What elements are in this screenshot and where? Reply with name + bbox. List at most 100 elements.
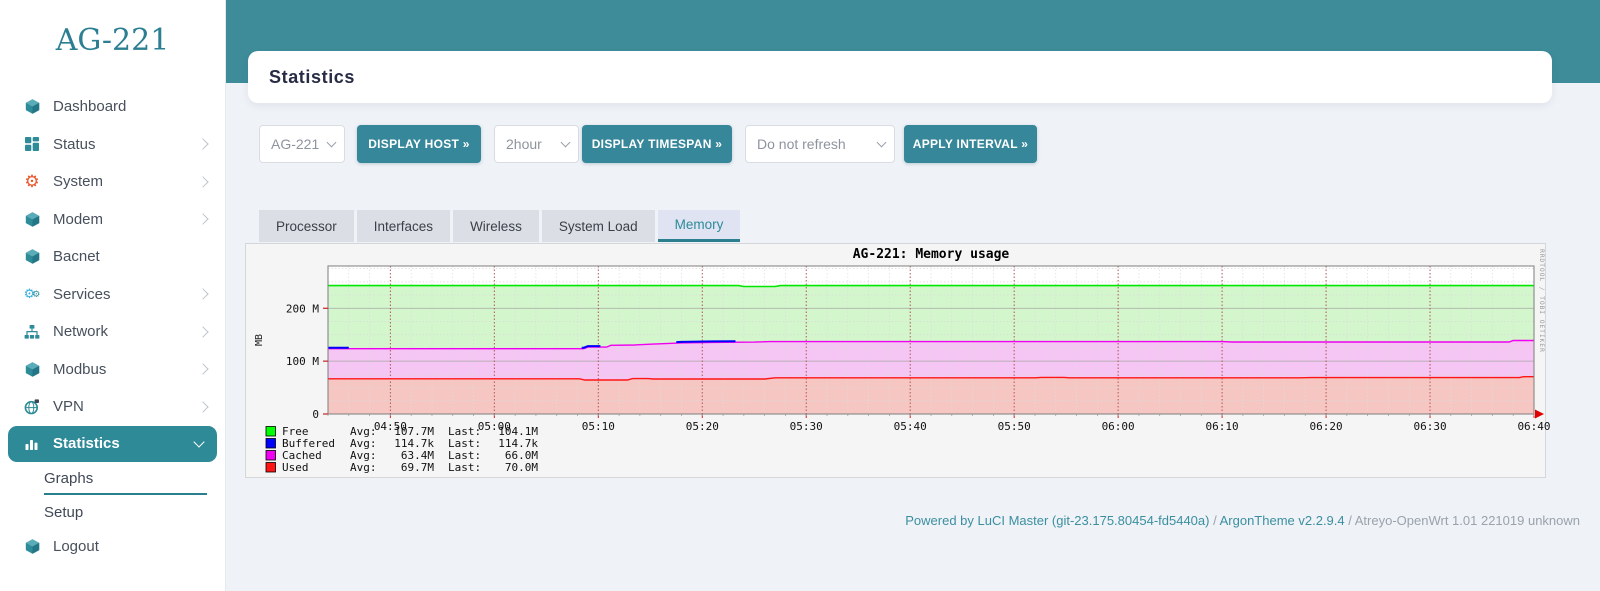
sidebar-item-label: Status [53, 136, 199, 153]
svg-text:Used: Used [282, 461, 309, 474]
chevron-down-icon [877, 138, 887, 148]
svg-text:05:50: 05:50 [998, 420, 1031, 433]
sidebar-item-services[interactable]: ⚙⚙ Services [0, 276, 225, 314]
grid-icon [20, 136, 44, 152]
cube-icon [20, 248, 44, 265]
sidebar-item-vpn[interactable]: VPN [0, 388, 225, 426]
sidebar-item-modbus[interactable]: Modbus [0, 351, 225, 389]
sidebar-item-label: Statistics [53, 435, 195, 452]
svg-text:05:30: 05:30 [790, 420, 823, 433]
footer: Powered by LuCI Master (git-23.175.80454… [905, 513, 1580, 528]
chevron-right-icon [197, 326, 208, 337]
tab-system-load[interactable]: System Load [542, 210, 655, 242]
footer-separator: / [1345, 513, 1355, 528]
chart-icon [20, 436, 44, 452]
sidebar-subitem-label: Setup [44, 504, 83, 521]
refresh-select-value: Do not refresh [757, 136, 870, 152]
sidebar-item-label: Logout [53, 538, 211, 555]
sidebar-item-system[interactable]: ⚙ System [0, 163, 225, 201]
svg-text:RRDTOOL / TOBI OETIKER: RRDTOOL / TOBI OETIKER [1538, 249, 1546, 353]
svg-text:70.0M: 70.0M [505, 461, 538, 474]
svg-text:05:20: 05:20 [686, 420, 719, 433]
cube-icon [20, 98, 44, 115]
svg-text:05:40: 05:40 [894, 420, 927, 433]
main-area: Statistics AG-221 DISPLAY HOST » 2hour D… [226, 0, 1600, 591]
argon-theme-link[interactable]: ArgonTheme v2.2.9.4 [1220, 513, 1345, 528]
firmware-build-text: Atreyo-OpenWrt 1.01 221019 unknown [1355, 513, 1580, 528]
graph-tabs: ProcessorInterfacesWirelessSystem LoadMe… [259, 210, 743, 242]
chevron-right-icon [197, 289, 208, 300]
chevron-right-icon [197, 401, 208, 412]
timespan-select[interactable]: 2hour [494, 125, 579, 163]
svg-text:100 M: 100 M [286, 355, 319, 368]
sidebar-item-label: Modbus [53, 361, 199, 378]
svg-text:Avg:: Avg: [350, 461, 377, 474]
sidebar-item-network[interactable]: Network [0, 313, 225, 351]
footer-separator: / [1209, 513, 1219, 528]
svg-text:06:00: 06:00 [1102, 420, 1135, 433]
chevron-right-icon [197, 214, 208, 225]
sidebar-item-status[interactable]: Status [0, 126, 225, 164]
device-brand-title: AG-221 [0, 14, 225, 66]
timespan-select-value: 2hour [506, 136, 554, 152]
sidebar-item-bacnet[interactable]: Bacnet [0, 238, 225, 276]
cube-icon [20, 211, 44, 228]
sidebar-subitem-setup[interactable]: Setup [44, 497, 207, 528]
svg-text:Last:: Last: [448, 461, 481, 474]
svg-text:06:30: 06:30 [1413, 420, 1446, 433]
cube-icon [20, 361, 44, 378]
sidebar-item-logout[interactable]: Logout [0, 528, 225, 566]
tab-interfaces[interactable]: Interfaces [357, 210, 450, 242]
app-root: AG-221 Dashboard Status ⚙ System Modem Bacnet… [0, 0, 1600, 591]
chevron-down-icon [193, 436, 204, 447]
apply-interval-button[interactable]: APPLY INTERVAL » [904, 125, 1037, 163]
sitemap-icon [20, 324, 44, 340]
svg-text:06:40: 06:40 [1517, 420, 1550, 433]
sidebar-item-modem[interactable]: Modem [0, 201, 225, 239]
display-timespan-button[interactable]: DISPLAY TIMESPAN » [582, 125, 732, 163]
tab-memory[interactable]: Memory [658, 210, 741, 242]
svg-text:06:20: 06:20 [1310, 420, 1343, 433]
sidebar-item-label: Dashboard [53, 98, 211, 115]
host-select-value: AG-221 [271, 136, 320, 152]
svg-text:69.7M: 69.7M [401, 461, 434, 474]
svg-text:MB: MB [254, 334, 265, 346]
refresh-interval-select[interactable]: Do not refresh [745, 125, 895, 163]
sidebar-item-dashboard[interactable]: Dashboard [0, 88, 225, 126]
svg-text:0: 0 [312, 408, 319, 421]
sidebar-item-label: VPN [53, 398, 199, 415]
svg-text:05:10: 05:10 [582, 420, 615, 433]
svg-text:200 M: 200 M [286, 302, 319, 315]
luci-version-link[interactable]: Powered by LuCI Master (git-23.175.80454… [905, 513, 1209, 528]
sidebar-item-label: Services [53, 286, 199, 303]
sidebar-item-label: Bacnet [53, 248, 211, 265]
globe-icon [20, 399, 44, 415]
cube-icon [20, 538, 44, 555]
sidebar-subitem-label: Graphs [44, 470, 93, 487]
chevron-right-icon [197, 176, 208, 187]
sidebar-item-label: Network [53, 323, 199, 340]
page-title-card: Statistics [248, 51, 1552, 103]
host-select[interactable]: AG-221 [259, 125, 345, 163]
memory-graph-panel: AG-221: Memory usageMB0100 M200 M04:5005… [245, 243, 1546, 478]
gears-icon: ⚙⚙ [20, 286, 44, 302]
sidebar-item-label: Modem [53, 211, 199, 228]
tab-processor[interactable]: Processor [259, 210, 354, 242]
memory-usage-graph: AG-221: Memory usageMB0100 M200 M04:5005… [246, 244, 1545, 477]
sidebar-menu: Dashboard Status ⚙ System Modem Bacnet ⚙⚙ Servi… [0, 88, 225, 565]
page-title: Statistics [248, 67, 355, 88]
chevron-right-icon [197, 139, 208, 150]
chevron-down-icon [561, 138, 571, 148]
chevron-down-icon [327, 138, 337, 148]
display-host-button[interactable]: DISPLAY HOST » [357, 125, 481, 163]
sidebar-subitem-graphs[interactable]: Graphs [44, 464, 207, 495]
sidebar-item-statistics[interactable]: Statistics [8, 426, 217, 462]
svg-text:AG-221: Memory usage: AG-221: Memory usage [853, 247, 1010, 262]
tab-wireless[interactable]: Wireless [453, 210, 539, 242]
sidebar-item-label: System [53, 173, 199, 190]
gear-icon: ⚙ [20, 174, 44, 190]
graph-controls: AG-221 DISPLAY HOST » 2hour DISPLAY TIME… [226, 125, 1600, 163]
sidebar: AG-221 Dashboard Status ⚙ System Modem Bacnet… [0, 0, 226, 591]
svg-text:06:10: 06:10 [1206, 420, 1239, 433]
chevron-right-icon [197, 364, 208, 375]
